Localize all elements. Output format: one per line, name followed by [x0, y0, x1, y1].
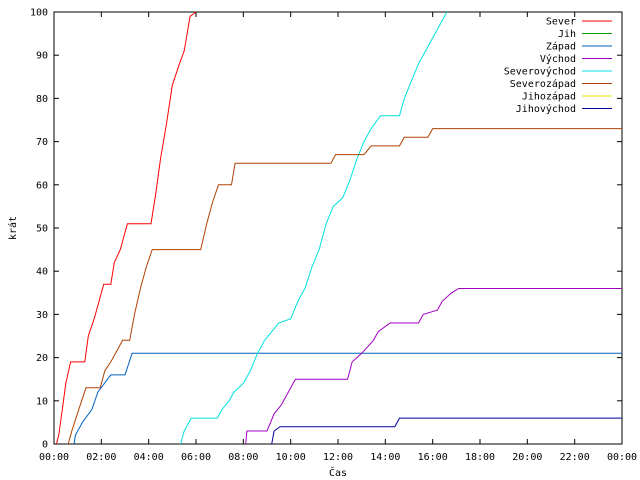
y-tick-label: 100 [30, 8, 48, 19]
series-line-jihovychod [271, 417, 622, 445]
x-tick-label: 06:00 [181, 452, 211, 463]
y-tick-label: 50 [36, 224, 48, 235]
y-axis: 0 10 20 30 40 50 60 70 80 90 100 [30, 8, 622, 451]
y-tick-label: 10 [36, 396, 48, 407]
y-axis-label: krát [7, 216, 19, 240]
y-tick-label: 20 [36, 353, 48, 364]
series-line-severozapad [67, 128, 622, 445]
legend-label-vychod: Východ [540, 53, 576, 65]
x-tick-label: 04:00 [134, 452, 164, 463]
y-tick-label: 80 [36, 94, 48, 105]
y-tick-label: 40 [36, 267, 48, 278]
series-line-zapad [73, 352, 622, 445]
y-tick-label: 30 [36, 310, 48, 321]
legend-label-zapad: Západ [546, 41, 576, 53]
x-tick-label: 20:00 [512, 452, 542, 463]
y-tick-label: 60 [36, 180, 48, 191]
x-tick-label: 12:00 [323, 452, 353, 463]
x-tick-label: 08:00 [228, 452, 258, 463]
x-tick-label: 14:00 [370, 452, 400, 463]
y-tick-label: 0 [42, 440, 48, 451]
series-lines [55, 11, 622, 445]
x-axis: 00:00 02:00 04:00 06:00 08:00 10:00 12:00 14:00… [39, 12, 637, 463]
legend-label-sever: Sever [546, 17, 576, 28]
series-line-vychod [245, 288, 622, 445]
legend-label-severozapad: Severozápad [510, 78, 576, 90]
y-tick-label: 70 [36, 137, 48, 148]
legend-label-severovychod: Severovýchod [504, 66, 576, 78]
y-tick-label: 90 [36, 51, 48, 62]
x-tick-label: 18:00 [465, 452, 495, 463]
x-tick-label: 16:00 [418, 452, 448, 463]
series-line-severovychod [180, 11, 448, 445]
x-tick-label: 22:00 [560, 452, 590, 463]
legend-label-jih: Jih [558, 29, 576, 40]
legend-label-jihovychod: Jihovýchod [516, 103, 576, 115]
series-line-sever [55, 11, 197, 445]
x-tick-label: 00:00 [607, 452, 637, 463]
x-axis-label: Čas [329, 466, 347, 479]
legend-label-jihozapad: Jihozápad [522, 91, 576, 103]
legend: SeverJihZápadVýchodSeverovýchodSeverozáp… [504, 17, 612, 115]
x-tick-label: 02:00 [86, 452, 116, 463]
x-tick-label: 00:00 [39, 452, 69, 463]
x-tick-label: 10:00 [276, 452, 306, 463]
